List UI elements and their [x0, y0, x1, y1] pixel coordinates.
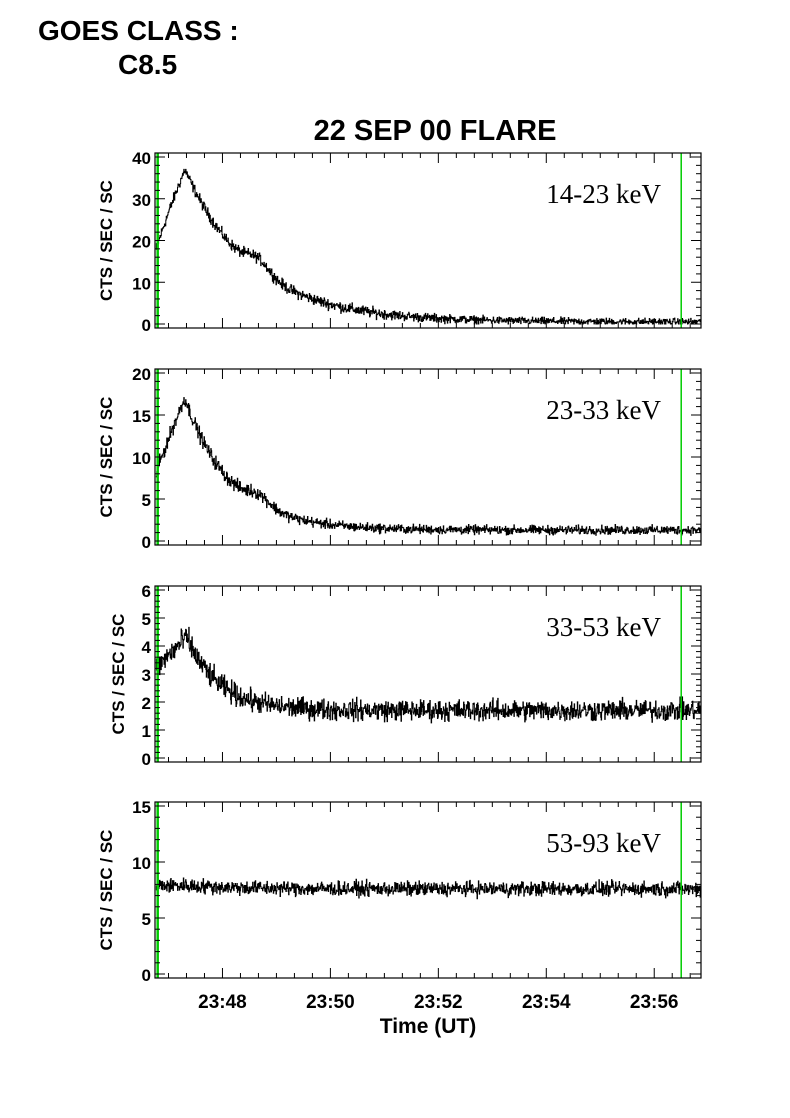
series-line-1	[155, 168, 701, 325]
goes-class-title: GOES CLASS :	[38, 15, 239, 46]
y-tick-label-3-4: 4	[142, 638, 152, 657]
y-tick-label-1-4: 40	[132, 149, 151, 168]
y-tick-label-2-3: 15	[132, 407, 151, 426]
band-label-2: 23-33 keV	[546, 395, 661, 425]
series-line-3	[155, 626, 701, 724]
series-line-4	[155, 877, 701, 900]
band-label-3: 33-53 keV	[546, 612, 661, 642]
y-tick-label-2-2: 10	[132, 449, 151, 468]
y-axis-label-1: CTS / SEC / SC	[97, 180, 116, 301]
y-tick-label-4-2: 10	[132, 854, 151, 873]
y-axis-label-4: CTS / SEC / SC	[97, 830, 116, 951]
y-tick-label-4-3: 15	[132, 798, 151, 817]
band-label-4: 53-93 keV	[546, 828, 661, 858]
y-tick-label-3-1: 1	[142, 722, 151, 741]
panel-frame-4	[154, 801, 702, 979]
band-label-1: 14-23 keV	[546, 179, 661, 209]
y-tick-label-2-1: 5	[142, 491, 151, 510]
panel-1: 0 10 20 30 40 CTS / SEC / SC 14-23 keV	[97, 149, 702, 335]
goes-class-value: C8.5	[118, 49, 178, 80]
x-axis: 23:48 23:50 23:52 23:54 23:56	[198, 992, 678, 1013]
y-tick-label-3-5: 5	[142, 610, 151, 629]
x-axis-label: Time (UT)	[380, 1015, 476, 1038]
panel-4: 0 5 10 15 CTS / SEC / SC 53-93 keV	[97, 798, 702, 985]
x-tick-label-1: 23:50	[306, 992, 355, 1013]
y-tick-label-1-3: 30	[132, 191, 151, 210]
y-axis-label-3: CTS / SEC / SC	[109, 614, 128, 735]
y-tick-label-1-0: 0	[142, 316, 151, 335]
y-tick-label-3-3: 3	[142, 666, 151, 685]
x-tick-label-3: 23:54	[522, 992, 571, 1013]
y-tick-label-2-0: 0	[142, 533, 151, 552]
x-tick-label-4: 23:56	[630, 992, 679, 1013]
panel-2: 0 5 10 15 20 CTS / SEC / SC 23-33 keV	[97, 365, 702, 552]
y-tick-label-3-6: 6	[142, 582, 151, 601]
y-tick-label-1-1: 10	[132, 274, 151, 293]
goes-class-label: GOES CLASS : C8.5	[38, 14, 239, 82]
y-tick-label-1-2: 20	[132, 233, 151, 252]
chart-title: 22 SEP 00 FLARE	[314, 115, 557, 147]
x-tick-label-2: 23:52	[414, 992, 463, 1013]
series-line-2	[155, 397, 701, 536]
panel-3: 0 1 2 3 4 5 6 CTS / SEC / SC 33-53 keV	[109, 582, 702, 769]
y-tick-label-3-2: 2	[142, 694, 151, 713]
y-axis-label-2: CTS / SEC / SC	[97, 397, 116, 518]
y-tick-label-4-0: 0	[142, 966, 151, 985]
y-tick-label-4-1: 5	[142, 910, 151, 929]
y-tick-label-2-4: 20	[132, 365, 151, 384]
y-tick-label-3-0: 0	[142, 750, 151, 769]
x-tick-label-0: 23:48	[198, 992, 247, 1013]
